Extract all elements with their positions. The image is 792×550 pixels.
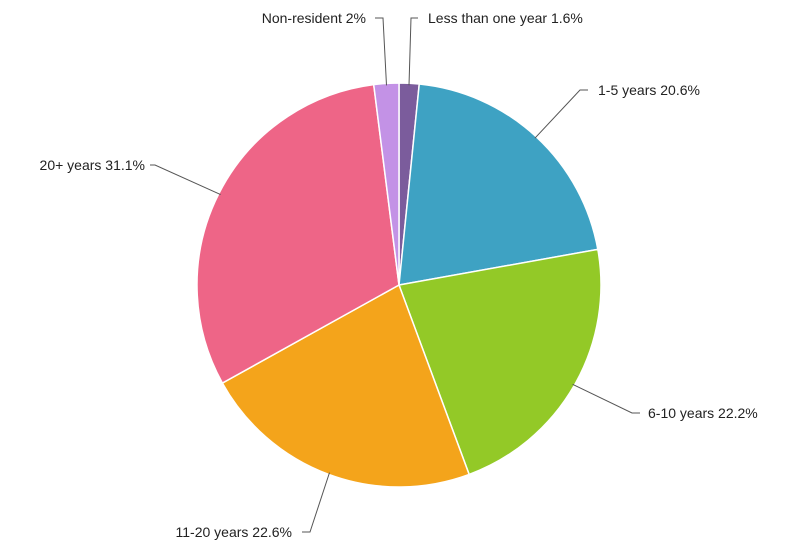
label-leaders	[150, 17, 640, 533]
leader-line	[408, 17, 418, 86]
slice-label: Non-resident 2%	[262, 10, 366, 26]
slice-label: Less than one year 1.6%	[428, 10, 583, 26]
leader-line	[534, 89, 588, 139]
pie-slices	[196, 82, 602, 488]
leader-line	[572, 383, 640, 414]
leader-line	[150, 164, 221, 196]
slice-labels: Less than one year 1.6% 1-5 years 20.6% 6-…	[40, 10, 758, 540]
slice-label: 1-5 years 20.6%	[598, 82, 700, 98]
leader-line	[302, 472, 330, 533]
leader-line	[375, 17, 387, 86]
slice-label: 20+ years 31.1%	[40, 157, 145, 173]
slice-label: 11-20 years 22.6%	[176, 524, 292, 540]
slice-label: 6-10 years 22.2%	[648, 405, 758, 421]
